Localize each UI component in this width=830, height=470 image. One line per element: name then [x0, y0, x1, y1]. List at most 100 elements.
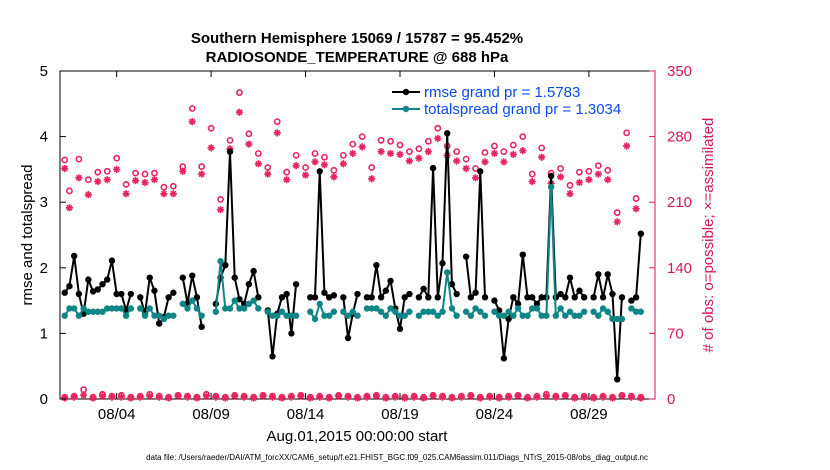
y-tick-label-left: 0 — [40, 391, 48, 408]
rmse-point — [637, 230, 645, 237]
obs-possible-point — [557, 165, 564, 172]
y-tick-label-left: 4 — [40, 129, 48, 146]
rmse-point — [453, 290, 460, 298]
obs-possible-point — [453, 148, 461, 155]
obs-assimilated-point — [424, 147, 432, 156]
obs-assimilated-point — [98, 392, 107, 400]
obs-assimilated-point — [301, 171, 310, 179]
rmse-point — [155, 320, 163, 327]
obs-possible-point — [169, 182, 177, 190]
totalspread-point — [519, 312, 526, 319]
rmse-point — [321, 289, 328, 296]
obs-assimilated-point — [259, 392, 267, 400]
obs-assimilated-point — [339, 160, 347, 168]
obs-assimilated-point — [358, 143, 366, 151]
obs-assimilated-point — [235, 108, 244, 116]
obs-possible-point — [424, 137, 432, 145]
rmse-line — [139, 277, 174, 327]
obs-assimilated-point — [325, 394, 333, 402]
obs-possible-point — [509, 141, 517, 149]
totalspread-point — [609, 315, 616, 323]
totalspread-point — [552, 312, 560, 319]
totalspread-point — [557, 305, 564, 312]
rmse-point — [307, 294, 314, 301]
obs-assimilated-point — [70, 393, 78, 401]
legend-marker — [402, 105, 410, 113]
y-axis-label-right: # of obs: o=possible; ×=assimilated — [700, 118, 717, 353]
obs-assimilated-point — [415, 154, 423, 162]
obs-assimilated-point — [585, 176, 593, 184]
rmse-line — [63, 255, 132, 315]
rmse-point — [599, 294, 607, 301]
obs-assimilated-point — [335, 392, 343, 400]
rmse-point — [118, 290, 125, 298]
rmse-point — [311, 294, 319, 301]
obs-assimilated-point — [353, 394, 362, 402]
totalspread-point — [141, 312, 149, 319]
totalspread-point — [637, 308, 645, 315]
obs-possible-point — [538, 144, 546, 152]
rmse-point — [632, 294, 640, 301]
obs-possible-point — [623, 129, 631, 137]
obs-assimilated-point — [457, 393, 465, 401]
rmse-point — [595, 271, 602, 278]
rmse-point — [278, 294, 286, 301]
obs-assimilated-point — [131, 177, 140, 185]
obs-possible-point — [217, 195, 224, 203]
x-tick-label: 08/24 — [476, 406, 514, 423]
obs-assimilated-point — [514, 392, 522, 400]
obs-possible-point — [576, 168, 583, 176]
totalspread-point — [628, 305, 635, 312]
rmse-point — [406, 290, 413, 298]
rmse-point — [368, 294, 375, 301]
totalspread-point — [283, 312, 290, 319]
totalspread-point — [226, 305, 234, 312]
obs-possible-point — [198, 163, 206, 170]
obs-assimilated-point — [637, 394, 645, 402]
totalspread-point — [524, 312, 531, 319]
rmse-point — [580, 294, 588, 301]
rmse-point — [491, 297, 498, 304]
rmse-point — [571, 294, 578, 301]
totalspread-point — [576, 312, 583, 319]
rmse-point — [146, 274, 153, 281]
totalspread-point — [89, 308, 97, 315]
rmse-point — [165, 294, 172, 301]
obs-assimilated-point — [287, 393, 295, 401]
obs-assimilated-point — [500, 158, 508, 166]
obs-assimilated-point — [561, 392, 569, 400]
y-tick-label-left: 3 — [40, 194, 48, 211]
totalspread-point — [604, 308, 611, 315]
obs-assimilated-point — [113, 165, 121, 173]
obs-assimilated-point — [188, 118, 196, 126]
x-tick-label: 08/29 — [570, 406, 608, 423]
rmse-point — [250, 267, 257, 275]
rmse-point — [344, 334, 352, 342]
obs-assimilated-point — [505, 393, 513, 401]
rmse-point — [533, 300, 541, 308]
totalspread-point — [368, 305, 375, 312]
totalspread-point — [179, 300, 186, 308]
rmse-point — [231, 274, 238, 281]
totalspread-point — [477, 308, 484, 315]
obs-assimilated-point — [368, 175, 376, 183]
rmse-point — [377, 294, 385, 301]
rmse-point — [429, 164, 437, 172]
totalspread-point — [467, 312, 475, 319]
totalspread-point — [155, 312, 163, 319]
obs-assimilated-point — [349, 149, 357, 158]
rmse-point — [363, 294, 371, 301]
obs-assimilated-point — [608, 394, 617, 402]
rmse-point — [562, 294, 569, 301]
totalspread-point — [590, 308, 597, 315]
obs-assimilated-point — [590, 394, 598, 402]
totalspread-point — [217, 258, 224, 265]
totalspread-point — [444, 269, 451, 276]
rmse-point — [609, 290, 616, 298]
obs-assimilated-point — [575, 178, 584, 187]
rmse-point — [222, 261, 229, 269]
obs-assimilated-point — [462, 164, 470, 173]
totalspread-point — [146, 305, 153, 312]
obs-assimilated-point — [410, 393, 418, 401]
